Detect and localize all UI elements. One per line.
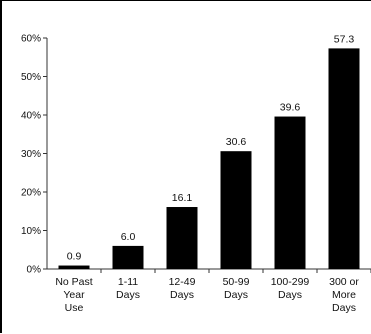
x-tick-label: No Past	[55, 276, 92, 288]
x-tick-label: Days	[224, 289, 248, 301]
data-label: 16.1	[172, 192, 193, 204]
x-tick-label: 12-49	[169, 276, 196, 288]
data-label: 39.6	[280, 102, 301, 114]
bar	[58, 265, 90, 269]
bar	[166, 207, 198, 269]
x-tick-label: Days	[332, 302, 356, 314]
x-tick-label: Days	[170, 289, 194, 301]
x-tick-label: Use	[65, 302, 84, 314]
x-tick-label: 100-299	[271, 276, 310, 288]
bar	[112, 245, 144, 269]
y-tick-label: 20%	[21, 188, 41, 199]
data-labels: 0.9 6.0 16.1 30.6 39.6 57.3	[67, 33, 355, 262]
y-tick-label: 10%	[21, 226, 41, 237]
y-tick-label: 0%	[27, 265, 42, 276]
x-tick-label: Days	[116, 289, 140, 301]
x-axis: No PastYearUse1-11Days12-49Days50-99Days…	[55, 269, 371, 314]
bar	[274, 116, 306, 269]
x-tick-label: 1-11	[118, 276, 138, 288]
data-label: 0.9	[67, 251, 82, 263]
data-label: 6.0	[121, 231, 136, 243]
bar	[220, 151, 252, 269]
x-tick-label: More	[332, 289, 356, 301]
data-label: 30.6	[226, 136, 247, 148]
x-tick-label: Days	[278, 289, 302, 301]
y-tick-label: 60%	[21, 34, 41, 45]
bars	[58, 48, 360, 269]
x-tick-label: 50-99	[223, 276, 250, 288]
y-tick-label: 50%	[21, 72, 41, 83]
x-tick-label: 300 or	[329, 276, 359, 288]
bar	[328, 48, 360, 269]
data-label: 57.3	[334, 33, 355, 45]
y-tick-label: 30%	[21, 149, 41, 160]
x-tick-label: Year	[63, 289, 85, 301]
y-tick-label: 40%	[21, 111, 41, 122]
